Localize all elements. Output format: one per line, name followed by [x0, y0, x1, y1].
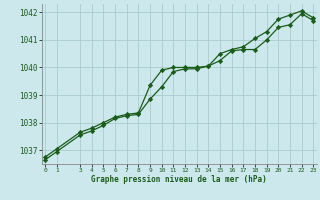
X-axis label: Graphe pression niveau de la mer (hPa): Graphe pression niveau de la mer (hPa)	[91, 175, 267, 184]
